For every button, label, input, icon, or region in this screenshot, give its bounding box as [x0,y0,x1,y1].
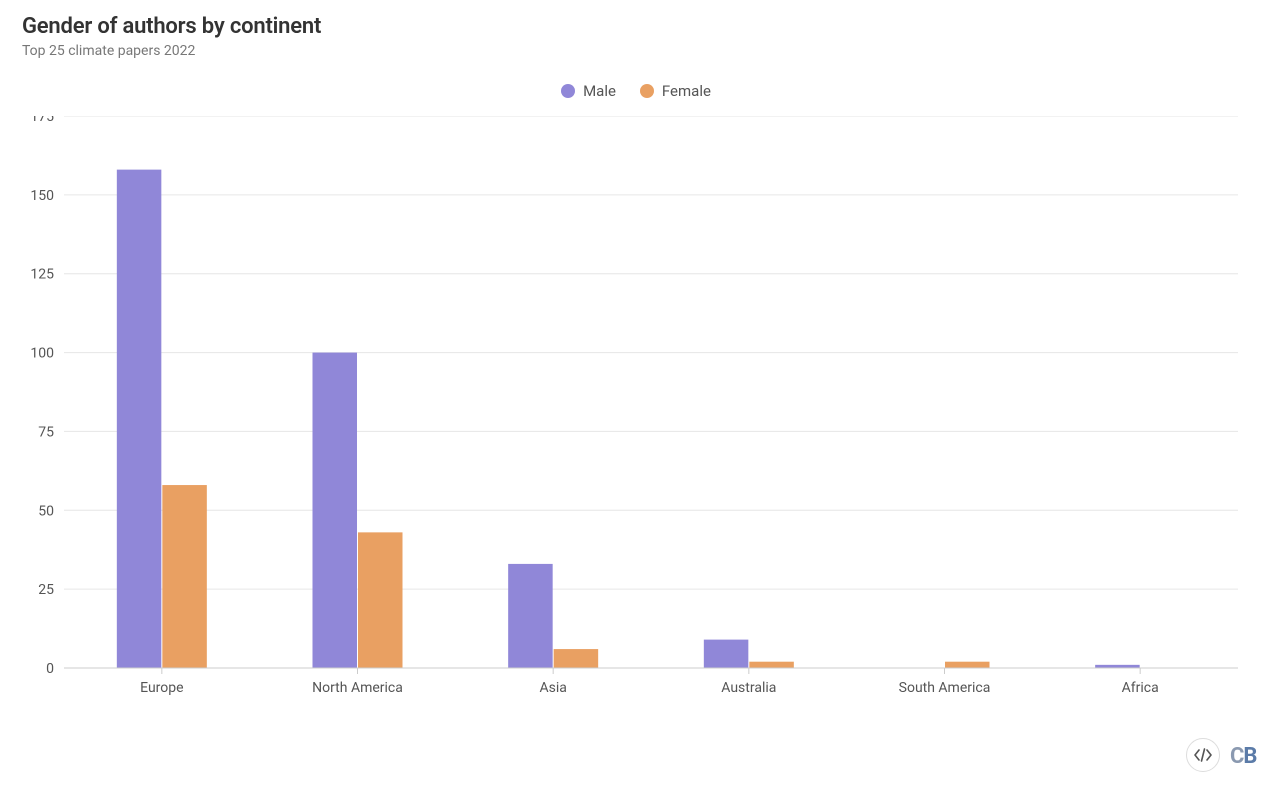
bar[interactable] [508,564,553,668]
bar[interactable] [312,353,357,668]
x-tick-label: North America [312,680,403,696]
legend-swatch [561,84,575,98]
x-tick-label: South America [899,680,991,696]
legend-item[interactable]: Female [640,82,711,100]
chart-plot: 0 25 50 75 100 125 150 175 Europe North America As… [28,116,1238,698]
bar[interactable] [945,662,990,668]
y-tick-label: 25 [38,582,54,598]
x-tick-label: Asia [539,680,566,696]
x-tick-label: Africa [1122,680,1159,696]
bar[interactable] [117,170,162,668]
bar[interactable] [704,640,749,668]
y-tick-label: 75 [38,424,54,440]
y-tick-label: 175 [30,116,54,125]
chart-subtitle: Top 25 climate papers 2022 [22,43,1250,59]
bar[interactable] [749,662,794,668]
legend-label: Male [583,82,616,100]
y-tick-label: 50 [38,503,54,519]
chart-header: Gender of authors by continent Top 25 cl… [22,14,1250,59]
y-tick-label: 125 [30,267,54,283]
bar[interactable] [162,485,207,668]
x-tick-label: Europe [140,680,183,696]
legend-label: Female [662,82,711,100]
x-tick-label: Australia [721,680,776,696]
y-tick-label: 100 [30,346,54,362]
y-tick-label: 150 [30,188,54,204]
embed-icon [1194,748,1212,762]
chart-title: Gender of authors by continent [22,14,1250,39]
y-tick-label: 0 [46,661,54,677]
bar[interactable] [554,649,599,668]
embed-button[interactable] [1186,738,1220,772]
chart-legend: Male Female [0,82,1272,102]
legend-swatch [640,84,654,98]
brand-logo: CB [1230,744,1256,769]
bar[interactable] [358,532,403,668]
legend-item[interactable]: Male [561,82,616,100]
